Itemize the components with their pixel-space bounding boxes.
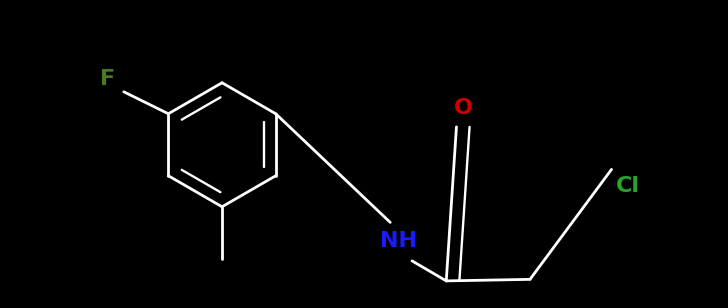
Text: O: O (454, 99, 473, 118)
Text: NH: NH (381, 231, 417, 251)
Text: Cl: Cl (616, 176, 639, 196)
Text: F: F (100, 70, 115, 89)
